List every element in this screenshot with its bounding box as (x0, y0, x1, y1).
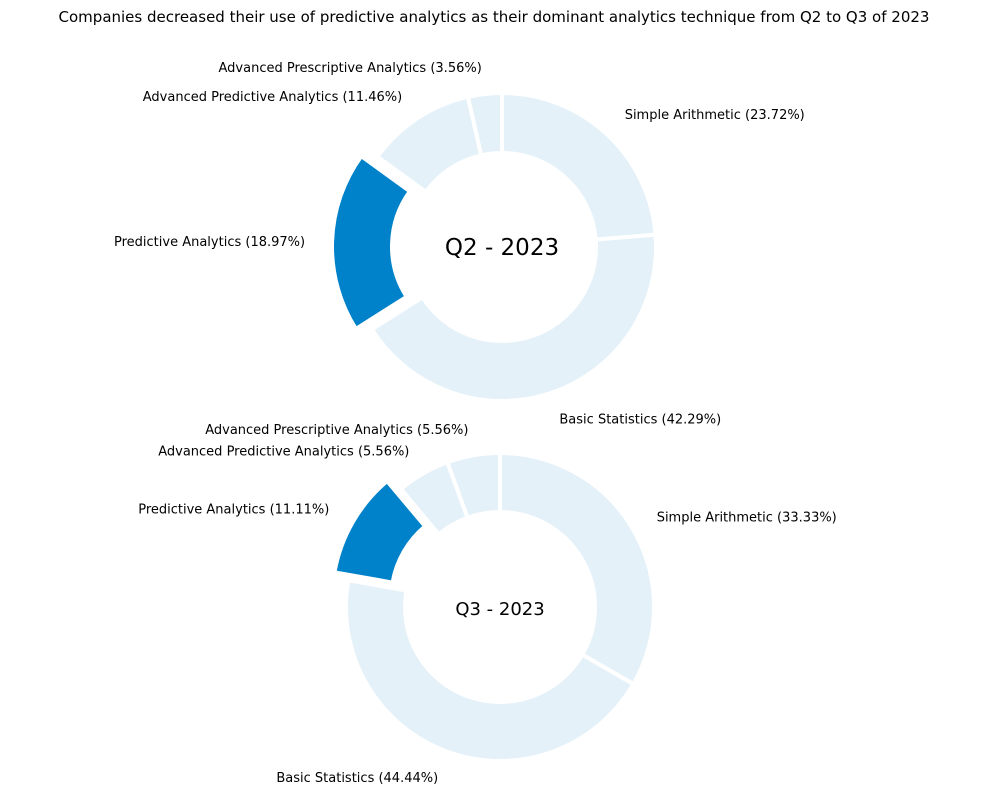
donut-slice-predictive-analytics (330, 153, 413, 332)
donut-chart-q2: Q2 - 2023 Simple Arithmetic (23.72%) Basi… (114, 61, 805, 428)
donut-chart-q3: Q3 - 2023 Simple Arithmetic (33.33%) Basi… (138, 423, 837, 786)
slice-label-advanced-predictive-analytics: Advanced Predictive Analytics (11.46%) (143, 90, 402, 105)
donut-slice-predictive-analytics (332, 478, 428, 585)
donut-slice-simple-arithmetic (500, 90, 658, 242)
slice-label-simple-arithmetic: Simple Arithmetic (23.72%) (625, 108, 805, 123)
donut-center-label-q3: Q3 - 2023 (455, 599, 544, 620)
slice-label-predictive-analytics: Predictive Analytics (18.97%) (114, 235, 305, 250)
slice-label-basic-statistics: Basic Statistics (44.44%) (276, 771, 438, 786)
donut-slice-advanced-predictive-analytics (374, 94, 484, 195)
slice-label-predictive-analytics: Predictive Analytics (11.11%) (138, 503, 329, 518)
donut-center-label-q2: Q2 - 2023 (445, 235, 559, 261)
donut-slice-basic-statistics (344, 578, 637, 763)
donut-slice-simple-arithmetic (498, 450, 656, 687)
slice-label-advanced-predictive-analytics: Advanced Predictive Analytics (5.56%) (158, 444, 409, 459)
slice-label-basic-statistics: Basic Statistics (42.29%) (559, 413, 721, 428)
chart-title: Companies decreased their use of predict… (59, 8, 930, 26)
slice-label-advanced-prescriptive-analytics: Advanced Prescriptive Analytics (3.56%) (219, 61, 482, 76)
slice-label-simple-arithmetic: Simple Arithmetic (33.33%) (657, 511, 837, 526)
slice-label-advanced-prescriptive-analytics: Advanced Prescriptive Analytics (5.56%) (205, 423, 468, 438)
donut-slice-advanced-predictive-analytics (398, 459, 471, 538)
donut-slice-basic-statistics (369, 232, 658, 403)
